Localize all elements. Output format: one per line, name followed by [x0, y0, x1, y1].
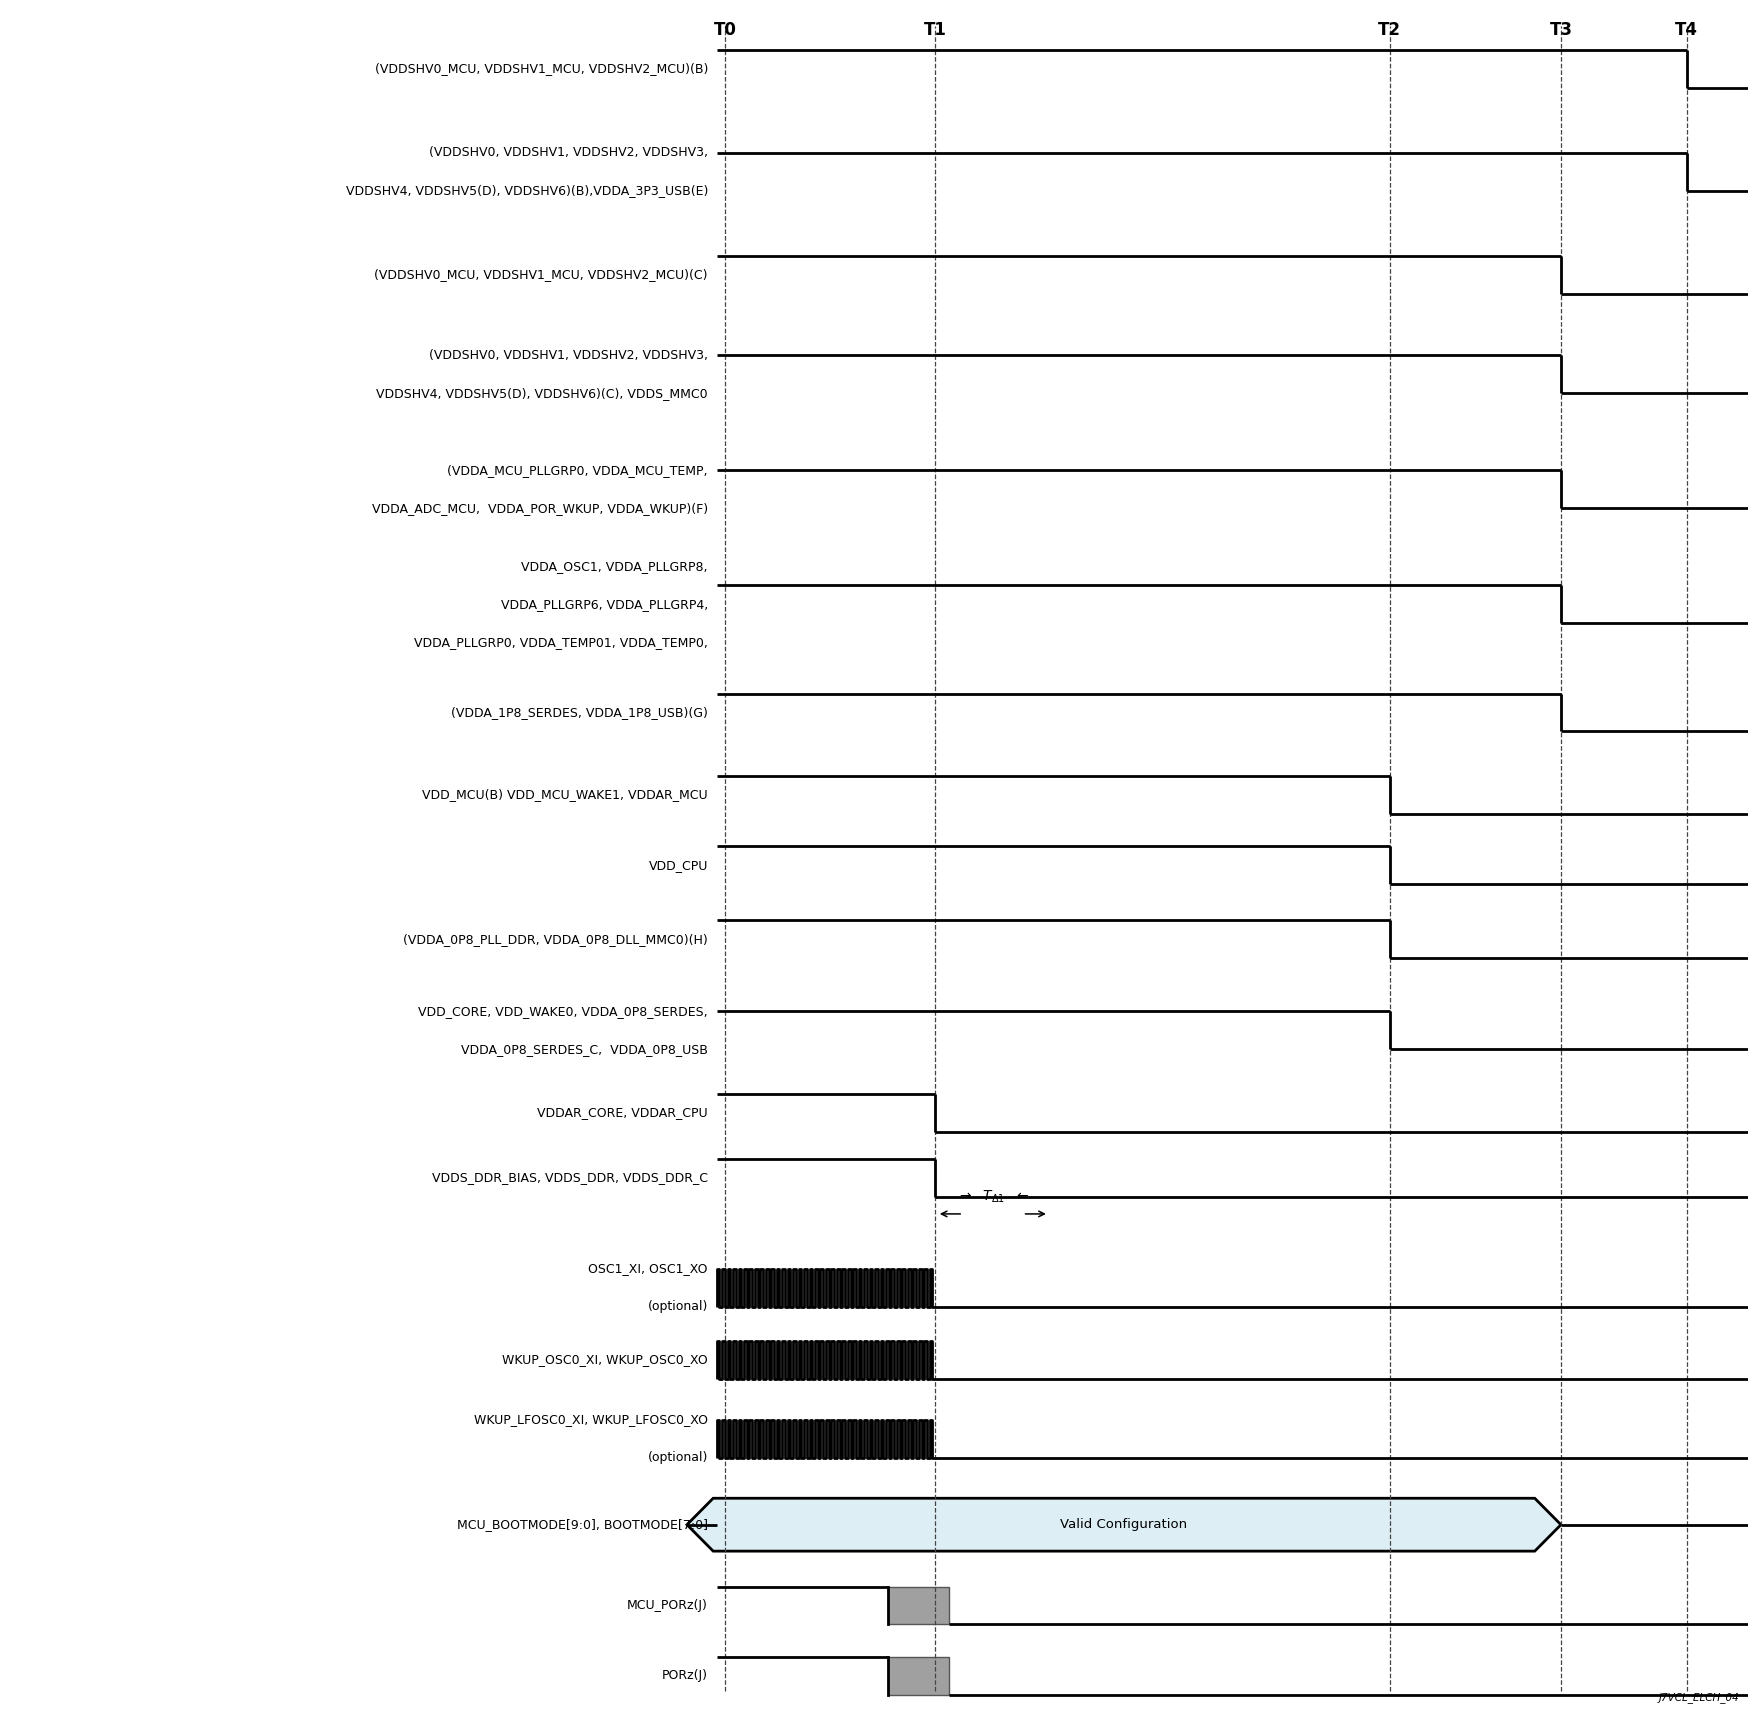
Text: T3: T3 — [1549, 21, 1573, 38]
Text: (optional): (optional) — [647, 1451, 708, 1465]
Text: VDDA_PLLGRP6, VDDA_PLLGRP4,: VDDA_PLLGRP6, VDDA_PLLGRP4, — [500, 598, 708, 611]
Text: (VDDSHV0_MCU, VDDSHV1_MCU, VDDSHV2_MCU)(B): (VDDSHV0_MCU, VDDSHV1_MCU, VDDSHV2_MCU)(… — [374, 62, 708, 76]
Text: VDDS_DDR_BIAS, VDDS_DDR, VDDS_DDR_C: VDDS_DDR_BIAS, VDDS_DDR, VDDS_DDR_C — [432, 1171, 708, 1185]
Text: J7VCL_ELCH_04: J7VCL_ELCH_04 — [1659, 1693, 1739, 1703]
Text: (VDDSHV0, VDDSHV1, VDDSHV2, VDDSHV3,: (VDDSHV0, VDDSHV1, VDDSHV2, VDDSHV3, — [428, 349, 708, 362]
Polygon shape — [687, 1499, 1561, 1550]
Text: T0: T0 — [713, 21, 738, 38]
Text: T2: T2 — [1377, 21, 1402, 38]
Text: MCU_PORz(J): MCU_PORz(J) — [628, 1599, 708, 1612]
Text: WKUP_OSC0_XI, WKUP_OSC0_XO: WKUP_OSC0_XI, WKUP_OSC0_XO — [502, 1353, 708, 1367]
Text: VDDA_OSC1, VDDA_PLLGRP8,: VDDA_OSC1, VDDA_PLLGRP8, — [521, 560, 708, 573]
Text: T1: T1 — [923, 21, 947, 38]
Text: VDDA_PLLGRP0, VDDA_TEMP01, VDDA_TEMP0,: VDDA_PLLGRP0, VDDA_TEMP01, VDDA_TEMP0, — [414, 635, 708, 649]
Text: (VDDSHV0, VDDSHV1, VDDSHV2, VDDSHV3,: (VDDSHV0, VDDSHV1, VDDSHV2, VDDSHV3, — [428, 146, 708, 160]
Text: VDDAR_CORE, VDDAR_CPU: VDDAR_CORE, VDDAR_CPU — [537, 1106, 708, 1119]
Text: VDD_MCU(B) VDD_MCU_WAKE1, VDDAR_MCU: VDD_MCU(B) VDD_MCU_WAKE1, VDDAR_MCU — [423, 788, 708, 802]
Text: $\rightarrow$  $T_{\Delta 1}$  $\leftarrow$: $\rightarrow$ $T_{\Delta 1}$ $\leftarrow… — [956, 1188, 1030, 1205]
Text: (VDDA_0P8_PLL_DDR, VDDA_0P8_DLL_MMC0)(H): (VDDA_0P8_PLL_DDR, VDDA_0P8_DLL_MMC0)(H) — [404, 932, 708, 946]
Text: Valid Configuration: Valid Configuration — [1061, 1518, 1187, 1532]
Text: VDDSHV4, VDDSHV5(D), VDDSHV6)(B),VDDA_3P3_USB(E): VDDSHV4, VDDSHV5(D), VDDSHV6)(B),VDDA_3P… — [346, 184, 708, 197]
Text: VDDSHV4, VDDSHV5(D), VDDSHV6)(C), VDDS_MMC0: VDDSHV4, VDDSHV5(D), VDDSHV6)(C), VDDS_M… — [376, 386, 708, 400]
Text: VDD_CPU: VDD_CPU — [649, 858, 708, 872]
Text: WKUP_LFOSC0_XI, WKUP_LFOSC0_XO: WKUP_LFOSC0_XI, WKUP_LFOSC0_XO — [474, 1413, 708, 1427]
Bar — [888, 1657, 949, 1695]
Text: (VDDA_1P8_SERDES, VDDA_1P8_USB)(G): (VDDA_1P8_SERDES, VDDA_1P8_USB)(G) — [451, 706, 708, 719]
Text: VDDA_ADC_MCU,  VDDA_POR_WKUP, VDDA_WKUP)(F): VDDA_ADC_MCU, VDDA_POR_WKUP, VDDA_WKUP)(… — [372, 501, 708, 515]
Text: VDDA_0P8_SERDES_C,  VDDA_0P8_USB: VDDA_0P8_SERDES_C, VDDA_0P8_USB — [461, 1042, 708, 1056]
Text: T4: T4 — [1675, 21, 1699, 38]
Text: (VDDSHV0_MCU, VDDSHV1_MCU, VDDSHV2_MCU)(C): (VDDSHV0_MCU, VDDSHV1_MCU, VDDSHV2_MCU)(… — [374, 268, 708, 282]
Text: OSC1_XI, OSC1_XO: OSC1_XI, OSC1_XO — [589, 1262, 708, 1276]
Text: (optional): (optional) — [647, 1300, 708, 1314]
Bar — [888, 1587, 949, 1624]
Text: MCU_BOOTMODE[9:0], BOOTMODE[7:0]: MCU_BOOTMODE[9:0], BOOTMODE[7:0] — [456, 1518, 708, 1532]
Text: (VDDA_MCU_PLLGRP0, VDDA_MCU_TEMP,: (VDDA_MCU_PLLGRP0, VDDA_MCU_TEMP, — [447, 464, 708, 477]
Text: VDD_CORE, VDD_WAKE0, VDDA_0P8_SERDES,: VDD_CORE, VDD_WAKE0, VDDA_0P8_SERDES, — [418, 1004, 708, 1018]
Text: PORz(J): PORz(J) — [662, 1669, 708, 1683]
